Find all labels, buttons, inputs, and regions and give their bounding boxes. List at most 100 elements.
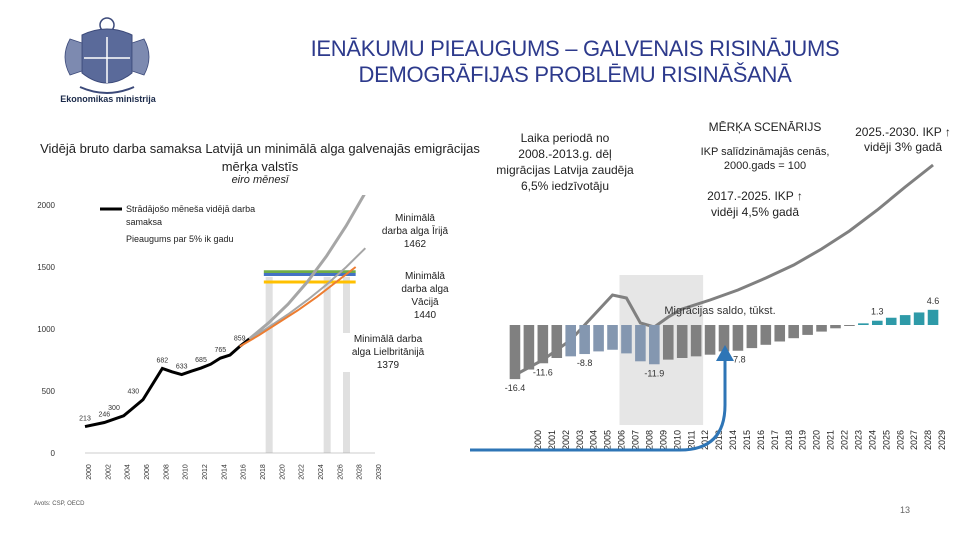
data-label-1: 246 xyxy=(98,411,110,418)
scenario-title: MĒRĶA SCENĀRIJS xyxy=(708,120,822,134)
x-tick-label-2018: 2018 xyxy=(784,430,794,450)
bar-value-label-2005: -8.8 xyxy=(577,358,593,368)
x-tick-label-2005: 2005 xyxy=(603,430,613,450)
migration-bar-2017 xyxy=(746,325,758,349)
x-tick-label-2020: 2020 xyxy=(812,430,822,450)
growth-curve-gray xyxy=(248,195,366,341)
migration-bar-2025 xyxy=(858,323,869,325)
x-tick-label-2027: 2027 xyxy=(909,430,919,450)
migration-bar-2021 xyxy=(802,325,813,335)
migration-bar-2028 xyxy=(899,315,911,325)
migration-gdp-chart: -16.4 -11.6 -8.8 -11.9 -7.8 1.3 4.6 2000 2001 20… xyxy=(470,163,947,452)
page-title-line1: IENĀKUMU PIEAUGUMS – GALVENAIS RISINĀJUM… xyxy=(310,36,840,61)
x-tick-label-2029: 2029 xyxy=(937,430,947,450)
x-tick-label-2028: 2028 xyxy=(357,464,364,480)
gdp-curve xyxy=(514,163,934,377)
callout-germany-line2: darba alga xyxy=(401,284,449,295)
series-line-1 xyxy=(248,247,367,340)
page-number: 13 xyxy=(900,505,911,515)
source-note: Avots: CSP, OECD xyxy=(34,501,85,507)
bar-value-label-2030: 4.6 xyxy=(927,296,940,306)
migration-bar-2029 xyxy=(913,312,925,325)
migration-bar-2002 xyxy=(537,325,549,364)
migration-label: Migrācijas saldo, tūkst. xyxy=(664,305,776,317)
x-tick-label-2023: 2023 xyxy=(853,430,863,450)
x-tick-label-2016: 2016 xyxy=(756,430,766,450)
migration-bar-2019 xyxy=(774,325,786,342)
scenario-subtitle: IKP salīdzināmajās cenās, 2000.gads = 10… xyxy=(700,146,830,172)
migration-bar-2010 xyxy=(649,325,660,365)
migration-bar-2007 xyxy=(607,325,618,350)
x-tick-label-2001: 2001 xyxy=(547,430,557,450)
x-tick-label-2024: 2024 xyxy=(318,464,325,480)
bar-value-label-2000: -16.4 xyxy=(505,383,526,393)
data-label-2: 300 xyxy=(108,405,120,412)
data-label-7: 765 xyxy=(214,347,226,354)
x-tick-label-2012: 2012 xyxy=(700,430,710,450)
x-tick-label-2022: 2022 xyxy=(299,464,306,480)
callout-uk-value: 1379 xyxy=(376,360,400,371)
page-title: IENĀKUMU PIEAUGUMS – GALVENAIS RISINĀJUM… xyxy=(230,36,920,88)
crisis-shade xyxy=(619,275,704,425)
migration-bar-2006 xyxy=(593,325,604,352)
x-tick-label-2004: 2004 xyxy=(589,430,599,450)
x-tick-label-2016: 2016 xyxy=(241,464,248,480)
series-line-0 xyxy=(84,337,251,429)
migration-bar-2001 xyxy=(523,325,535,370)
x-tick-label-2010: 2010 xyxy=(672,430,682,450)
callout-ireland-line1: Minimālā xyxy=(394,213,435,224)
x-tick-label-2014: 2014 xyxy=(728,430,738,450)
x-tick-label-2013: 2013 xyxy=(714,430,724,450)
migration-bar-2003 xyxy=(551,325,563,358)
x-tick-label-2017: 2017 xyxy=(770,430,780,450)
data-label-4: 682 xyxy=(156,357,168,364)
migration-bar-2012 xyxy=(676,325,688,358)
y-tick-label-4: 2000 xyxy=(37,201,55,210)
migration-bar-2008 xyxy=(621,325,632,354)
scenario-2017-2025: 2017.-2025. IKP ↑ vidēji 4,5% gadā xyxy=(707,189,803,219)
shade-band-0 xyxy=(265,276,273,453)
series-line-2 xyxy=(239,266,357,348)
x-tick-label-2004: 2004 xyxy=(125,464,132,480)
x-tick-label-2021: 2021 xyxy=(826,430,836,450)
wage-line-chart: 0 500 1000 1500 2000 2000 2002 2004 2006 2008 2010… xyxy=(37,195,383,480)
migration-bar-2016 xyxy=(732,325,744,351)
x-tick-label-2000: 2000 xyxy=(533,430,543,450)
x-tick-label-2026: 2026 xyxy=(337,464,344,480)
migration-bar-2026 xyxy=(871,320,883,325)
logo-text: Ekonomikas ministrija xyxy=(60,94,156,104)
migration-bar-2014 xyxy=(704,325,716,355)
bar-value-label-2002: -11.6 xyxy=(533,367,553,377)
emigration-note: Laika periodā no 2008.-2013.g. dēļ migrā… xyxy=(495,130,635,194)
x-tick-label-2006: 2006 xyxy=(144,464,151,480)
connector-arrowhead xyxy=(716,345,734,361)
x-tick-label-2008: 2008 xyxy=(163,464,170,480)
migration-bar-2005 xyxy=(579,325,590,355)
legend-label-growth: Pieaugums par 5% ik gadu xyxy=(126,234,234,244)
bar-value-label-2010: -11.9 xyxy=(644,368,664,378)
callout-germany-line3: Vācijā xyxy=(411,297,439,308)
legend-label-wage-1: Strādājošo mēneša vidējā darba xyxy=(126,204,255,214)
x-tick-label-2020: 2020 xyxy=(279,464,286,480)
migration-bar-2018 xyxy=(760,325,772,345)
migration-bar-2015 xyxy=(718,325,730,352)
callout-uk-line2: alga Lielbritānijā xyxy=(351,347,425,358)
migration-bar-2004 xyxy=(565,325,577,357)
callout-germany-value: 1440 xyxy=(413,310,437,321)
migration-bar-2013 xyxy=(690,325,702,357)
y-tick-label-3: 1500 xyxy=(37,263,55,272)
migration-bar-2027 xyxy=(885,317,897,325)
callout-uk: Minimālā darba alga Lielbritānijā 1379 xyxy=(342,333,434,372)
x-tick-label-2025: 2025 xyxy=(881,430,891,450)
migration-bar-2023 xyxy=(830,325,841,329)
migration-bar-2030 xyxy=(927,309,939,325)
x-tick-label-2011: 2011 xyxy=(686,430,696,449)
shade-band-1 xyxy=(323,276,331,453)
x-tick-label-2002: 2002 xyxy=(105,464,112,480)
migration-bar-2000 xyxy=(509,325,521,380)
coat-of-arms-logo xyxy=(64,17,150,94)
callout-uk-line1: Minimālā darba xyxy=(353,334,423,345)
y-tick-label-0: 0 xyxy=(51,449,56,458)
callout-germany-line1: Minimālā xyxy=(404,271,445,282)
data-label-5: 633 xyxy=(176,364,188,371)
